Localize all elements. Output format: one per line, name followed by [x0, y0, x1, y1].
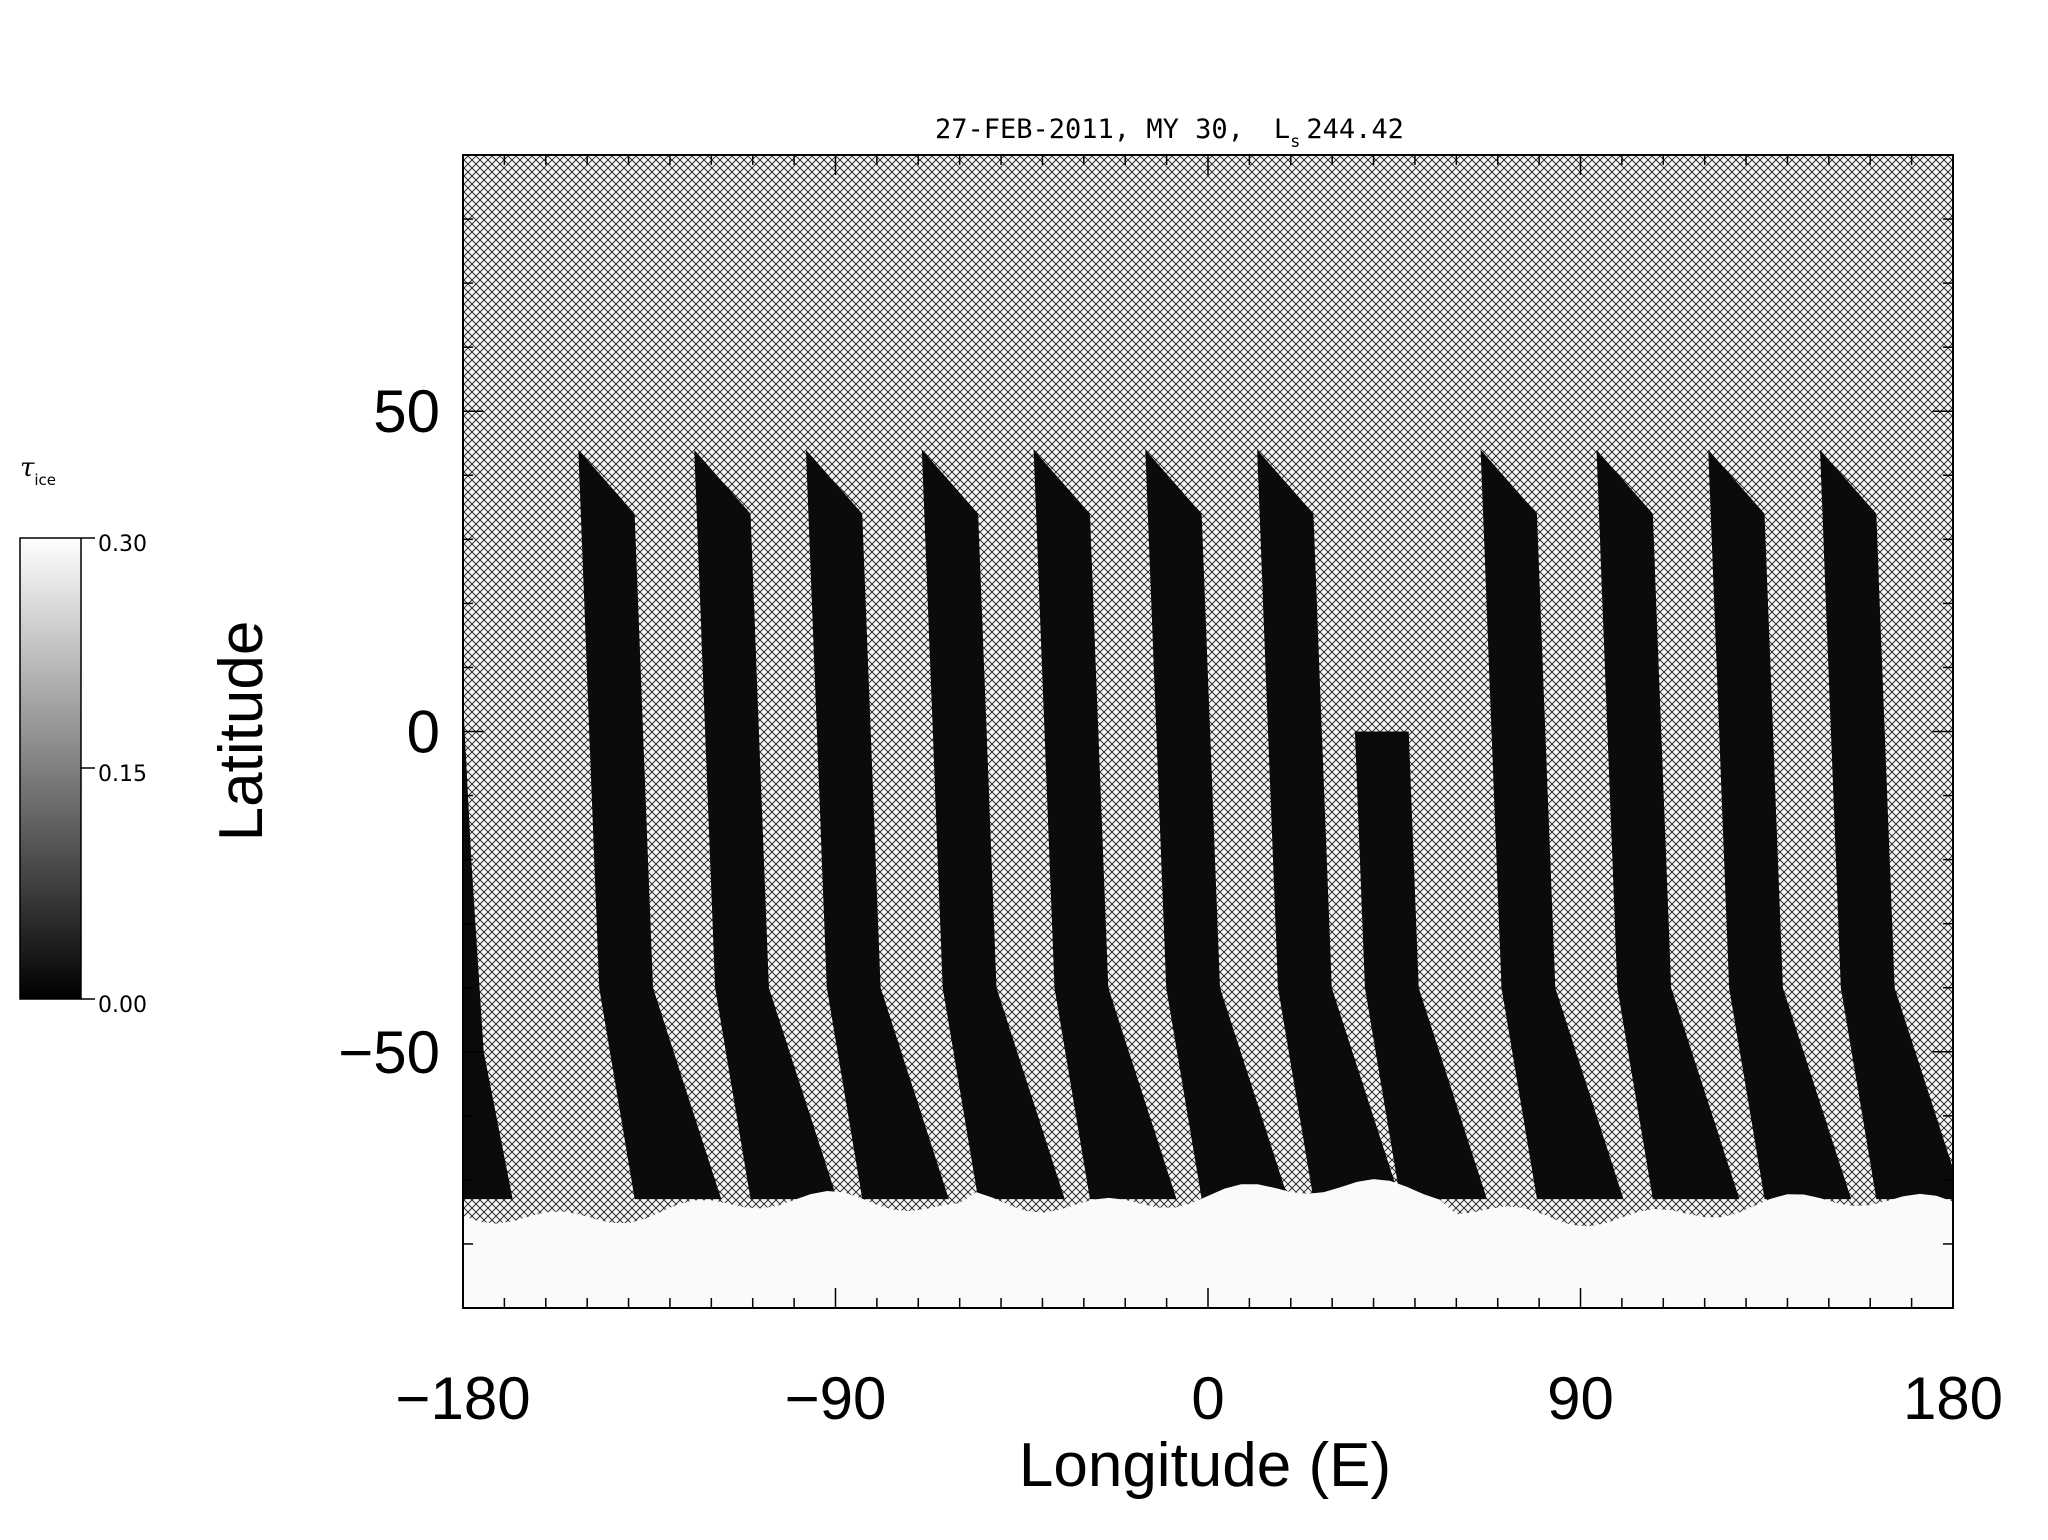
axis-ticks: [462, 154, 1954, 1309]
swath-5: [1033, 449, 1177, 1200]
y-tick-label: −50: [338, 1019, 440, 1086]
colorbar-title: τice: [20, 453, 56, 489]
swath-2: [694, 449, 838, 1200]
x-tick-label: 0: [1191, 1365, 1224, 1432]
swath-1: [578, 449, 722, 1200]
swath-8: [1354, 731, 1487, 1200]
south-polar-cap: [463, 1179, 1953, 1308]
swath-6: [1145, 449, 1289, 1200]
colorbar-tick-label-030: 0.30: [98, 532, 147, 557]
title-date: 27-FEB-2011, MY 30,: [935, 114, 1244, 145]
swath-7: [1257, 449, 1400, 1200]
y-tick-label: 50: [373, 378, 440, 445]
y-axis-label: Latitude: [207, 621, 276, 842]
title-ls-subscript: s: [1290, 132, 1300, 152]
swath-12: [1820, 449, 1953, 1200]
x-tick-label: −90: [785, 1365, 887, 1432]
swath-11: [1708, 449, 1852, 1200]
x-tick-label: 90: [1547, 1365, 1614, 1432]
y-tick-label: 0: [407, 699, 440, 766]
colorbar-title-subscript: ice: [34, 471, 56, 489]
swath-10: [1596, 449, 1740, 1200]
colorbar: [19, 537, 82, 1000]
x-tick-label: −180: [395, 1365, 530, 1432]
colorbar-title-symbol: τ: [20, 453, 35, 483]
colorbar-tick-label-015: 0.15: [98, 762, 147, 787]
x-tick-label: 180: [1903, 1365, 2003, 1432]
title-ls-symbol: L: [1274, 114, 1290, 145]
swath-3: [805, 449, 949, 1200]
swath-9: [1480, 449, 1624, 1200]
swath-4: [921, 449, 1065, 1200]
x-axis-label: Longitude (E): [1019, 1431, 1391, 1500]
colorbar-tick-label-000: 0.00: [98, 993, 147, 1018]
title-ls-value: 244.42: [1306, 114, 1404, 145]
chart-title: 27-FEB-2011, MY 30, Ls 244.42: [935, 114, 1404, 152]
swath-west-edge: [463, 699, 513, 1200]
data-layer: [463, 449, 1953, 1308]
